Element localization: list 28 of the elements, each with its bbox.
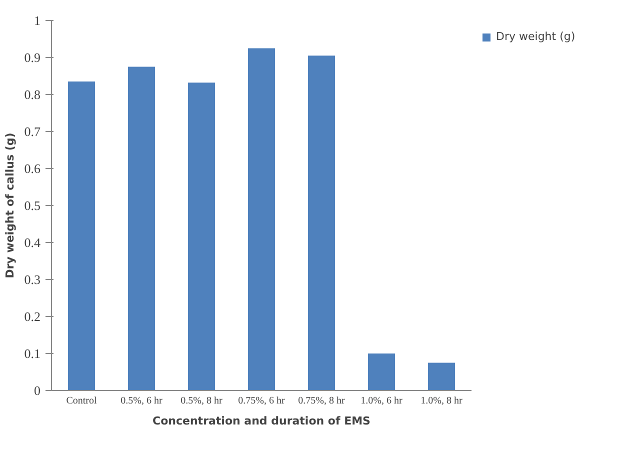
legend-label: Dry weight (g) (496, 30, 576, 43)
x-tick-label: 0.75%, 8 hr (298, 396, 346, 406)
y-tick-label: 0.2 (24, 309, 40, 324)
x-axis-title: Concentration and duration of EMS (152, 414, 371, 428)
y-tick-label: 0.8 (24, 87, 40, 102)
x-tick-label: 0.5%, 6 hr (120, 396, 163, 406)
bar (68, 82, 95, 390)
y-tick-label: 0.4 (24, 235, 41, 250)
bar (248, 48, 275, 390)
y-tick-label: 1 (34, 13, 40, 28)
y-tick-label: 0.7 (24, 124, 41, 139)
x-tick-label: 1.0%, 6 hr (360, 396, 403, 406)
bar (128, 66, 155, 390)
bar (308, 56, 335, 390)
bar (428, 362, 455, 390)
bar (368, 354, 395, 390)
y-tick-label: 0.1 (24, 346, 40, 361)
y-tick-label: 0.3 (24, 272, 40, 287)
y-axis-title: Dry weight of callus (g) (3, 132, 16, 278)
x-tick-label: 1.0%, 8 hr (420, 396, 463, 406)
bar (188, 82, 215, 390)
y-tick-label: 0.5 (24, 198, 40, 213)
x-tick-label: Control (66, 396, 97, 406)
y-tick-label: 0.9 (24, 50, 40, 65)
y-tick-label: 0 (34, 383, 40, 398)
y-tick-label: 0.6 (24, 161, 41, 176)
x-tick-label: 0.75%, 6 hr (238, 396, 286, 406)
x-tick-label: 0.5%, 8 hr (180, 396, 223, 406)
